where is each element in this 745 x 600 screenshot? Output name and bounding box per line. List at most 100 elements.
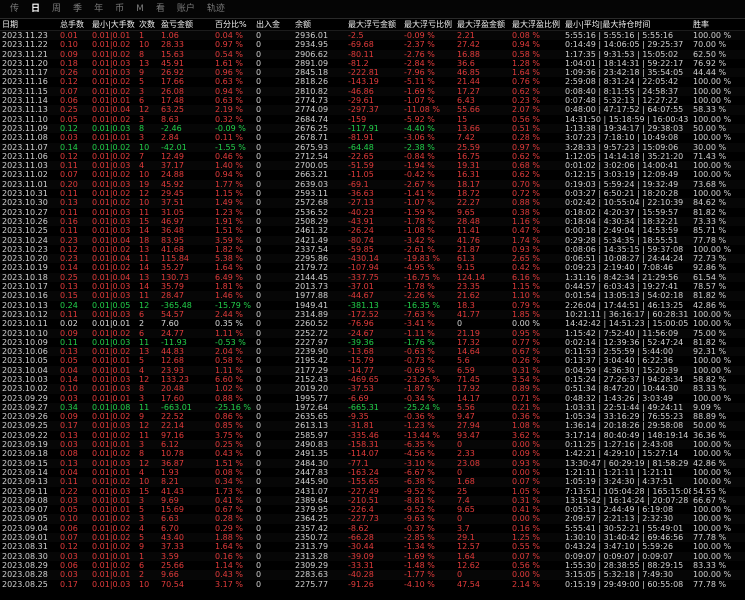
table-row[interactable]: 2023.10.26 0.16 0.01|0.03 15 46.97 1.91 % 0 250… <box>0 216 745 227</box>
cell-deposit-withdraw: 0 <box>256 179 262 189</box>
header-min-max-lots[interactable]: 最小|大手数 <box>92 20 135 29</box>
table-row[interactable]: 2023.11.01 0.20 0.01|0.03 19 45.92 1.77 % 0 263… <box>0 179 745 190</box>
table-row[interactable]: 2023.10.11 0.02 0.01|0.01 2 7.60 0.35 % 0 2260.… <box>0 319 745 328</box>
table-row[interactable]: 2023.11.07 0.14 0.01|0.02 10 -42.01 -1.55 % 0 2… <box>0 142 745 152</box>
cell-hold-time: 2:09:57 | 2:21:13 | 2:32:30 <box>565 514 674 524</box>
header-max-float-loss[interactable]: 最大浮亏金额 <box>348 20 396 29</box>
table-row[interactable]: 2023.11.22 0.10 0.01|0.02 10 28.33 0.97 % 0 293… <box>0 40 745 49</box>
table-row[interactable]: 2023.09.13 0.11 0.01|0.02 10 8.21 0.34 % 0 2445… <box>0 477 745 487</box>
table-row[interactable]: 2023.10.16 0.15 0.01|0.03 11 28.47 1.46 % 0 197… <box>0 291 745 301</box>
table-row[interactable]: 2023.10.20 0.23 0.01|0.04 11 115.84 5.38 % 0 22… <box>0 254 745 264</box>
table-row[interactable]: 2023.11.20 0.18 0.01|0.03 13 45.91 1.61 % 0 289… <box>0 59 745 68</box>
table-row[interactable]: 2023.09.25 0.17 0.01|0.03 12 22.14 0.85 % 0 261… <box>0 421 745 431</box>
tab-3[interactable]: 季 <box>73 4 83 14</box>
table-row[interactable]: 2023.11.17 0.26 0.01|0.03 9 26.92 0.96 % 0 2845… <box>0 68 745 78</box>
cell-hold-time: 0:48:00 | 47:17:52 | 64:07:55 <box>565 105 684 115</box>
cell-max-float-loss: -40.28 <box>348 570 374 580</box>
table-row[interactable]: 2023.09.11 0.22 0.01|0.03 15 41.43 1.73 % 0 243… <box>0 487 745 496</box>
table-row[interactable]: 2023.10.09 0.11 0.01|0.03 11 -11.93 -0.53 % 0 2… <box>0 338 745 347</box>
table-row[interactable]: 2023.09.05 0.10 0.01|0.02 3 6.63 0.28 % 0 2364.… <box>0 514 745 524</box>
cell-min-max-lots: 0.01|0.02 <box>92 189 131 199</box>
table-row[interactable]: 2023.11.03 0.11 0.01|0.03 4 37.17 1.40 % 0 2700… <box>0 161 745 171</box>
cell-hold-time: 0:15:24 | 27:26:37 | 94:28:34 <box>565 374 684 384</box>
header-balance[interactable]: 余额 <box>295 20 311 29</box>
table-row[interactable]: 2023.10.25 0.11 0.01|0.03 14 36.48 1.51 % 0 246… <box>0 226 745 235</box>
table-row[interactable]: 2023.09.08 0.03 0.01|0.01 3 9.69 0.41 % 0 2389.… <box>0 495 745 506</box>
tab-7[interactable]: 看 <box>155 4 165 14</box>
table-row[interactable]: 2023.09.27 0.34 0.01|0.08 11 -663.01 -25.16 %… <box>0 402 745 413</box>
table-row[interactable]: 2023.09.15 0.13 0.01|0.03 12 36.87 1.51 % 0 248… <box>0 458 745 468</box>
table-row[interactable]: 2023.11.21 0.09 0.01|0.02 8 15.63 0.54 % 0 2906… <box>0 49 745 59</box>
table-row[interactable]: 2023.09.29 0.03 0.01|0.01 3 17.60 0.88 % 0 1995… <box>0 394 745 403</box>
table-row[interactable]: 2023.10.04 0.04 0.01|0.01 4 23.93 1.11 % 0 2177… <box>0 365 745 375</box>
table-row[interactable]: 2023.08.25 0.17 0.01|0.03 10 70.54 3.17 % 0 227… <box>0 580 745 589</box>
cell-min-max-lots: 0.01|0.01 <box>92 505 131 515</box>
table-row[interactable]: 2023.09.22 0.13 0.01|0.02 11 97.16 3.75 % 0 258… <box>0 431 745 440</box>
cell-max-float-loss: -37.01 <box>348 282 374 292</box>
table-row[interactable]: 2023.10.12 0.11 0.01|0.03 6 54.57 2.44 % 0 2314… <box>0 309 745 320</box>
header-max-float-profit[interactable]: 最大浮盈金额 <box>457 20 505 29</box>
table-row[interactable]: 2023.10.06 0.13 0.01|0.02 13 44.83 2.04 % 0 223… <box>0 347 745 357</box>
table-row[interactable]: 2023.11.23 0.01 0.01|0.01 1 1.06 0.04 % 0 2936.… <box>0 31 745 41</box>
table-row[interactable]: 2023.10.18 0.25 0.01|0.04 13 130.73 6.49 % 0 21… <box>0 272 745 283</box>
table-row[interactable]: 2023.10.23 0.12 0.01|0.02 13 41.68 1.82 % 0 233… <box>0 245 745 254</box>
table-row[interactable]: 2023.10.31 0.11 0.01|0.02 12 29.45 1.15 % 0 259… <box>0 189 745 198</box>
cell-max-float-loss: -469.65 <box>348 374 379 384</box>
tab-4[interactable]: 年 <box>94 4 104 14</box>
header-max-float-loss-pct[interactable]: 最大浮亏比例 <box>404 20 452 29</box>
cell-deposit-withdraw: 0 <box>256 514 262 524</box>
table-row[interactable]: 2023.08.29 0.06 0.01|0.02 6 25.66 1.14 % 0 2309… <box>0 561 745 570</box>
table-row[interactable]: 2023.11.13 0.25 0.01|0.04 12 63.25 2.19 % 0 277… <box>0 105 745 115</box>
cell-date: 2023.11.21 <box>2 49 48 59</box>
table-row[interactable]: 2023.08.31 0.12 0.01|0.02 9 37.33 1.64 % 0 2313… <box>0 542 745 551</box>
tab-2[interactable]: 周 <box>52 4 62 14</box>
table-row[interactable]: 2023.11.15 0.07 0.01|0.02 3 26.08 0.94 % 0 2810… <box>0 86 745 97</box>
table-row[interactable]: 2023.08.28 0.03 0.01|0.01 2 9.66 0.43 % 0 2283.… <box>0 570 745 580</box>
table-row[interactable]: 2023.08.30 0.03 0.01|0.01 1 3.59 0.16 % 0 2313.… <box>0 551 745 561</box>
table-row[interactable]: 2023.09.26 0.09 0.01|0.02 9 22.52 0.86 % 0 2635… <box>0 412 745 421</box>
tab-5[interactable]: 币 <box>115 4 125 14</box>
cell-hold-time: 0:15:19 | 29:49:00 | 60:55:08 <box>565 579 684 589</box>
cell-pnl-amount: 25.66 <box>161 560 184 570</box>
table-row[interactable]: 2023.11.09 0.12 0.01|0.03 8 -2.46 -0.09 % 0 267… <box>0 123 745 134</box>
table-row[interactable]: 2023.10.03 0.14 0.01|0.03 12 133.23 6.60 % 0 21… <box>0 375 745 384</box>
table-row[interactable]: 2023.09.01 0.07 0.01|0.02 5 43.40 1.88 % 0 2350… <box>0 533 745 543</box>
table-row[interactable]: 2023.09.14 0.04 0.01|0.01 4 1.93 0.08 % 0 2447.… <box>0 468 745 477</box>
table-row[interactable]: 2023.09.07 0.05 0.01|0.01 5 15.69 0.67 % 0 2379… <box>0 505 745 514</box>
table-row[interactable]: 2023.11.08 0.03 0.01|0.01 3 2.84 0.11 % 0 2678.… <box>0 133 745 142</box>
cell-max-float-loss-pct: -6.67 % <box>404 467 435 477</box>
table-row[interactable]: 2023.10.10 0.09 0.01|0.02 6 24.77 1.11 % 0 2252… <box>0 328 745 338</box>
table-row[interactable]: 2023.09.18 0.08 0.01|0.02 8 10.78 0.43 % 0 2491… <box>0 449 745 458</box>
tab-9[interactable]: 轨迹 <box>206 4 225 14</box>
table-row[interactable]: 2023.10.19 0.14 0.01|0.02 14 35.27 1.64 % 0 217… <box>0 263 745 272</box>
tab-1[interactable]: 日 <box>31 4 41 14</box>
header-win-rate[interactable]: 胜率 <box>693 20 709 29</box>
table-row[interactable]: 2023.11.14 0.06 0.01|0.01 6 17.48 0.63 % 0 2774… <box>0 96 745 105</box>
table-row[interactable]: 2023.10.24 0.23 0.01|0.04 18 83.95 3.59 % 0 242… <box>0 235 745 245</box>
header-count[interactable]: 次数 <box>139 20 155 29</box>
table-row[interactable]: 2023.10.17 0.13 0.01|0.03 14 35.79 1.81 % 0 201… <box>0 282 745 291</box>
tab-0[interactable]: 传 <box>10 4 20 14</box>
header-hold-time[interactable]: 最小|平均|最大持仓时间 <box>565 20 651 29</box>
tab-6[interactable]: M <box>136 4 144 14</box>
tab-8[interactable]: 账户 <box>176 4 195 14</box>
table-row[interactable]: 2023.09.19 0.03 0.01|0.01 3 6.12 0.25 % 0 2490.… <box>0 440 745 450</box>
table-row[interactable]: 2023.10.30 0.13 0.01|0.02 10 37.51 1.49 % 0 257… <box>0 198 745 208</box>
table-row[interactable]: 2023.11.06 0.12 0.01|0.02 7 12.49 0.46 % 0 2712… <box>0 152 745 161</box>
table-row[interactable]: 2023.10.27 0.11 0.01|0.03 11 31.05 1.23 % 0 253… <box>0 208 745 217</box>
cell-total-lots: 0.23 <box>60 235 78 245</box>
table-row[interactable]: 2023.10.13 0.24 0.01|0.05 12 -365.48 -15.79 %… <box>0 301 745 310</box>
table-row[interactable]: 2023.10.05 0.05 0.01|0.01 5 12.68 0.58 % 0 2195… <box>0 356 745 365</box>
header-date[interactable]: 日期 <box>2 20 18 29</box>
header-max-float-profit-pct[interactable]: 最大浮盈比例 <box>512 20 560 29</box>
header-pnl-percent[interactable]: 百分比% <box>215 20 247 29</box>
table-row[interactable]: 2023.11.16 0.12 0.01|0.02 5 17.66 0.63 % 0 2818… <box>0 77 745 86</box>
header-pnl-amount[interactable]: 盈亏金额 <box>161 20 193 29</box>
table-row[interactable]: 2023.10.02 0.10 0.01|0.03 8 20.48 1.02 % 0 2019… <box>0 384 745 394</box>
table-row[interactable]: 2023.11.10 0.05 0.01|0.02 3 8.63 0.32 % 0 2684.… <box>0 115 745 124</box>
header-deposit-withdraw[interactable]: 出入金 <box>256 20 280 29</box>
table-row[interactable]: 2023.09.04 0.06 0.01|0.02 4 6.70 0.29 % 0 2357.… <box>0 524 745 533</box>
header-total-lots[interactable]: 总手数 <box>60 20 84 29</box>
table-row[interactable]: 2023.11.02 0.07 0.01|0.02 10 24.88 0.94 % 0 266… <box>0 170 745 179</box>
cell-max-float-loss: -40.23 <box>348 207 374 217</box>
